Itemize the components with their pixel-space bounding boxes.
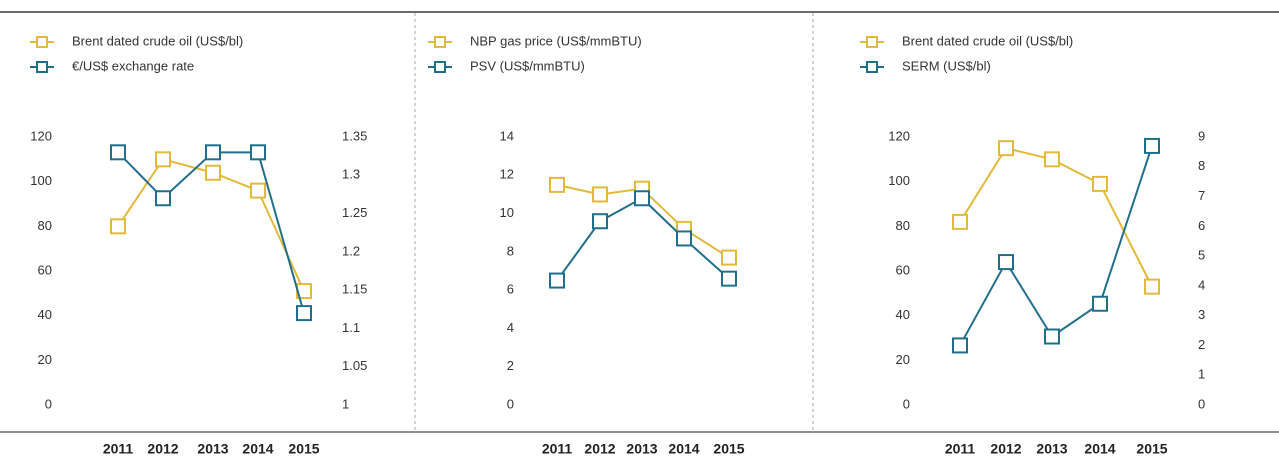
point-marker (205, 164, 221, 181)
y-tick-label: 10 (500, 205, 514, 220)
x-tick-label: 2012 (147, 441, 178, 457)
legend-label: Brent dated crude oil (US$/bl) (902, 33, 1073, 48)
point-marker (998, 254, 1014, 271)
y-tick-label: 40 (38, 307, 52, 322)
x-tick-label: 2014 (242, 441, 273, 457)
y-tick-label: 2 (507, 358, 514, 373)
y2-tick-label: 3 (1198, 307, 1205, 322)
x-tick-label: 2014 (1084, 441, 1115, 457)
y2-tick-label: 1.2 (342, 243, 360, 258)
y2-tick-label: 0 (1198, 396, 1205, 411)
x-tick-label: 2011 (542, 441, 573, 457)
series-line (556, 197, 730, 282)
point-marker (1144, 278, 1160, 295)
y-tick-label: 100 (888, 173, 910, 188)
y-tick-label: 0 (507, 396, 514, 411)
y-tick-label: 120 (888, 128, 910, 143)
y2-tick-label: 6 (1198, 218, 1205, 233)
legend-marker (434, 36, 446, 48)
legend-label: €/US$ exchange rate (72, 58, 194, 73)
x-tick-label: 2012 (990, 441, 1021, 457)
legend-marker (434, 61, 446, 73)
y2-tick-label: 2 (1198, 337, 1205, 352)
y-tick-label: 20 (38, 352, 52, 367)
x-tick-label: 2013 (197, 441, 228, 457)
point-marker (296, 305, 312, 322)
point-marker (952, 213, 968, 230)
point-marker (1044, 151, 1060, 168)
y-tick-label: 40 (896, 307, 910, 322)
point-marker (549, 176, 565, 193)
point-marker (250, 144, 266, 161)
y-tick-label: 4 (507, 320, 514, 335)
y-tick-label: 0 (45, 396, 52, 411)
y2-tick-label: 1 (1198, 367, 1205, 382)
point-marker (1144, 137, 1160, 154)
y2-tick-label: 9 (1198, 128, 1205, 143)
y-tick-label: 0 (903, 396, 910, 411)
legend-marker (866, 36, 878, 48)
y2-tick-label: 5 (1198, 248, 1205, 263)
x-tick-label: 2014 (668, 441, 699, 457)
y-tick-label: 120 (30, 128, 52, 143)
point-marker (549, 272, 565, 289)
point-marker (952, 337, 968, 354)
point-marker (592, 186, 608, 203)
y-tick-label: 100 (30, 173, 52, 188)
point-marker (998, 140, 1014, 157)
legend-marker (866, 61, 878, 73)
y-tick-label: 60 (896, 262, 910, 277)
y-tick-label: 8 (507, 243, 514, 258)
x-tick-label: 2013 (626, 441, 657, 457)
x-tick-label: 2011 (103, 441, 134, 457)
point-marker (250, 182, 266, 199)
y2-tick-label: 8 (1198, 158, 1205, 173)
y2-tick-label: 4 (1198, 277, 1205, 292)
legend-marker (36, 36, 48, 48)
point-marker (155, 190, 171, 207)
y2-tick-label: 1.25 (342, 205, 367, 220)
y-tick-label: 80 (896, 218, 910, 233)
legend-label: Brent dated crude oil (US$/bl) (72, 33, 243, 48)
y-tick-label: 60 (38, 262, 52, 277)
y-tick-label: 20 (896, 352, 910, 367)
point-marker (110, 218, 126, 235)
point-marker (1044, 328, 1060, 345)
point-marker (110, 144, 126, 161)
y-tick-label: 6 (507, 282, 514, 297)
point-marker (1092, 175, 1108, 192)
legend-label: NBP gas price (US$/mmBTU) (470, 33, 642, 48)
x-tick-label: 2011 (945, 441, 976, 457)
x-tick-label: 2015 (1136, 441, 1167, 457)
point-marker (155, 151, 171, 168)
point-marker (721, 270, 737, 287)
x-tick-label: 2015 (288, 441, 319, 457)
legend-label: SERM (US$/bl) (902, 58, 991, 73)
y2-tick-label: 1.35 (342, 128, 367, 143)
y2-tick-label: 7 (1198, 188, 1205, 203)
point-marker (676, 230, 692, 247)
y2-tick-label: 1.05 (342, 358, 367, 373)
point-marker (592, 213, 608, 230)
y-tick-label: 80 (38, 218, 52, 233)
point-marker (721, 249, 737, 266)
y2-tick-label: 1.1 (342, 320, 360, 335)
x-tick-label: 2013 (1036, 441, 1067, 457)
x-tick-label: 2015 (713, 441, 744, 457)
point-marker (205, 144, 221, 161)
legend-label: PSV (US$/mmBTU) (470, 58, 585, 73)
point-marker (634, 190, 650, 207)
series-line (959, 147, 1153, 288)
y2-tick-label: 1.3 (342, 167, 360, 182)
y-tick-label: 12 (500, 167, 514, 182)
legend-marker (36, 61, 48, 73)
y2-tick-label: 1 (342, 396, 349, 411)
point-marker (1092, 295, 1108, 312)
y-tick-label: 14 (500, 128, 514, 143)
x-tick-label: 2012 (584, 441, 615, 457)
y2-tick-label: 1.15 (342, 282, 367, 297)
